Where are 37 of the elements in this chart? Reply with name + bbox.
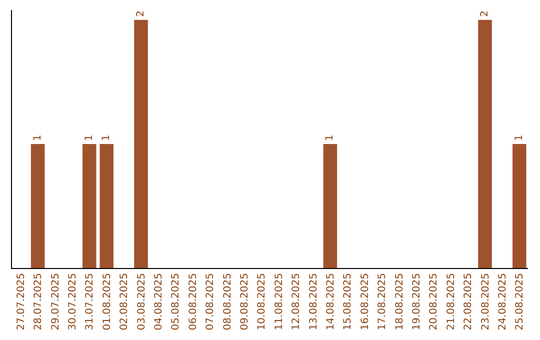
x-tick-label: 14.08.2025 xyxy=(325,273,336,330)
x-tick-label: 20.08.2025 xyxy=(428,273,440,330)
x-tick-label: 22.08.2025 xyxy=(463,273,474,330)
data-label: 2 xyxy=(136,10,146,17)
x-tick-label: 15.08.2025 xyxy=(342,273,354,330)
x-tick-label: 01.08.2025 xyxy=(102,273,113,330)
data-label: 1 xyxy=(514,134,525,141)
x-tick-label: 24.08.2025 xyxy=(497,273,508,330)
x-tick-label: 05.08.2025 xyxy=(170,273,182,330)
x-tick-label: 27.07.2025 xyxy=(16,273,27,330)
x-tick-label: 11.08.2025 xyxy=(274,273,285,330)
x-tick-label: 12.08.2025 xyxy=(291,273,302,330)
x-tick-label: 23.08.2025 xyxy=(480,273,492,330)
x-tick-label: 03.08.2025 xyxy=(136,273,148,330)
x-tick-label: 10.08.2025 xyxy=(256,273,268,330)
x-tick-label: 06.08.2025 xyxy=(188,273,199,330)
data-label: 1 xyxy=(324,134,336,141)
x-tick-label: 29.07.2025 xyxy=(50,273,62,330)
x-tick-label: 09.08.2025 xyxy=(239,273,250,330)
x-tick-label: 28.07.2025 xyxy=(33,273,44,330)
x-tick-label: 21.08.2025 xyxy=(446,273,457,330)
x-tick-label: 18.08.2025 xyxy=(394,273,406,330)
x-tick-label: 13.08.2025 xyxy=(308,273,320,330)
x-tick-label: 16.08.2025 xyxy=(360,273,371,330)
x-tick-label: 17.08.2025 xyxy=(377,273,388,330)
data-label: 1 xyxy=(32,134,44,141)
x-tick-label: 04.08.2025 xyxy=(153,273,164,330)
x-tick-label: 30.07.2025 xyxy=(67,273,78,330)
x-tick-label: 31.07.2025 xyxy=(84,273,96,330)
data-label: 2 xyxy=(480,10,490,17)
x-tick-label: 19.08.2025 xyxy=(411,273,422,330)
x-tick-label: 07.08.2025 xyxy=(205,273,216,330)
x-tick-label: 02.08.2025 xyxy=(119,273,130,330)
data-label: 1 xyxy=(101,134,112,141)
x-tick-label: 08.08.2025 xyxy=(222,273,234,330)
data-label: 1 xyxy=(84,134,95,141)
x-tick-label: 25.08.2025 xyxy=(514,273,526,330)
